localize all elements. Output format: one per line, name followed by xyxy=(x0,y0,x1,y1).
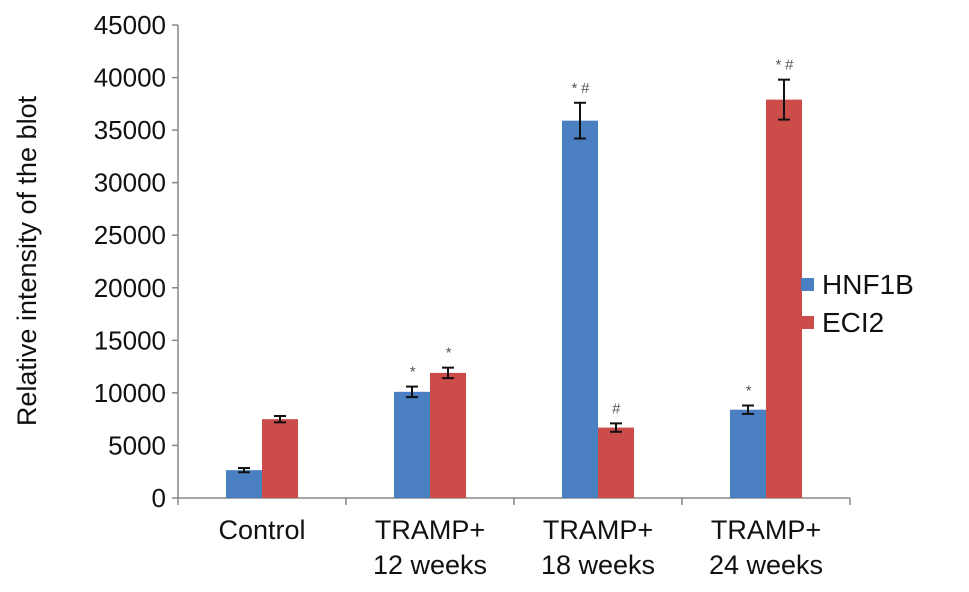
x-tick-label: 12 weeks xyxy=(373,550,487,580)
y-axis-label: Relative intensity of the blot xyxy=(12,95,42,426)
bar-eci2 xyxy=(262,419,298,498)
y-tick-label: 5000 xyxy=(108,430,166,460)
significance-label: * xyxy=(445,345,452,362)
y-tick-label: 15000 xyxy=(94,325,166,355)
x-tick-label: 24 weeks xyxy=(709,550,823,580)
x-tick-label: TRAMP+ xyxy=(543,515,653,545)
x-tick-label: TRAMP+ xyxy=(711,515,821,545)
x-tick-label: 18 weeks xyxy=(541,550,655,580)
y-tick-label: 0 xyxy=(152,483,166,513)
legend-label-hnf1b: HNF1B xyxy=(822,269,914,300)
legend-swatch-eci2 xyxy=(801,316,814,329)
bar-eci2 xyxy=(598,427,634,498)
bar-hnf1b xyxy=(562,120,598,498)
bar-hnf1b xyxy=(730,409,766,498)
legend-label-eci2: ECI2 xyxy=(822,307,884,338)
significance-label: * xyxy=(745,383,752,400)
x-tick-label: Control xyxy=(218,515,305,545)
y-tick-label: 40000 xyxy=(94,63,166,93)
y-tick-label: 30000 xyxy=(94,168,166,198)
bar-eci2 xyxy=(430,372,466,498)
bar-hnf1b xyxy=(226,470,262,498)
y-tick-label: 10000 xyxy=(94,378,166,408)
y-tick-label: 25000 xyxy=(94,220,166,250)
significance-label: * xyxy=(409,364,416,381)
significance-label: # xyxy=(612,400,621,417)
y-tick-label: 35000 xyxy=(94,115,166,145)
bar-eci2 xyxy=(766,99,802,498)
y-tick-label: 20000 xyxy=(94,273,166,303)
x-tick-label: TRAMP+ xyxy=(375,515,485,545)
y-tick-label: 45000 xyxy=(94,10,166,40)
legend-swatch-hnf1b xyxy=(801,278,814,291)
bar-hnf1b xyxy=(394,391,430,498)
significance-label: * # xyxy=(775,57,794,74)
significance-label: * # xyxy=(571,80,590,97)
